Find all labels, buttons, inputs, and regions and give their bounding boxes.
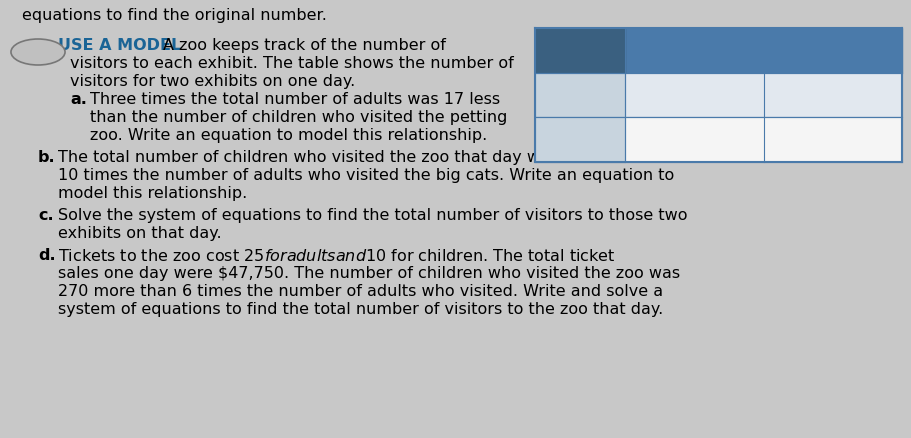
Text: than the number of children who visited the petting: than the number of children who visited … — [90, 110, 507, 125]
Text: b.: b. — [38, 150, 56, 165]
Text: Tickets to the zoo cost $25 for adults and $10 for children. The total ticket: Tickets to the zoo cost $25 for adults a… — [58, 248, 616, 264]
Text: 270 more than 6 times the number of adults who visited. Write and solve a: 270 more than 6 times the number of adul… — [58, 284, 663, 299]
Text: Petting Zoo: Petting Zoo — [783, 43, 883, 58]
Text: y: y — [828, 132, 837, 147]
Text: Three times the total number of adults was 17 less: Three times the total number of adults w… — [90, 92, 500, 107]
Text: 10 times the number of adults who visited the big cats. Write an equation to: 10 times the number of adults who visite… — [58, 168, 674, 183]
Text: model this relationship.: model this relationship. — [58, 186, 247, 201]
Text: system of equations to find the total number of visitors to the zoo that day.: system of equations to find the total nu… — [58, 302, 663, 317]
Text: Solve the system of equations to find the total number of visitors to those two: Solve the system of equations to find th… — [58, 208, 688, 223]
Text: Children: Children — [544, 132, 616, 147]
Text: x: x — [690, 88, 699, 102]
Text: equations to find the original number.: equations to find the original number. — [22, 8, 327, 23]
Text: Big Cats: Big Cats — [659, 43, 730, 58]
Text: c.: c. — [38, 208, 54, 223]
Text: a.: a. — [70, 92, 87, 107]
Text: 1024: 1024 — [675, 132, 713, 147]
Text: visitors to each exhibit. The table shows the number of: visitors to each exhibit. The table show… — [70, 56, 514, 71]
Text: d.: d. — [38, 248, 56, 263]
Text: The total number of children who visited the zoo that day was 681 less than: The total number of children who visited… — [58, 150, 671, 165]
Text: sales one day were $47,750. The number of children who visited the zoo was: sales one day were $47,750. The number o… — [58, 266, 681, 281]
Text: zoo. Write an equation to model this relationship.: zoo. Write an equation to model this rel… — [90, 128, 487, 143]
Text: Adults: Adults — [553, 88, 608, 102]
Text: 21: 21 — [824, 88, 843, 102]
Text: exhibits on that day.: exhibits on that day. — [58, 226, 221, 241]
Text: visitors for two exhibits on one day.: visitors for two exhibits on one day. — [70, 74, 355, 89]
Text: USE A MODEL: USE A MODEL — [58, 38, 181, 53]
Text: A zoo keeps track of the number of: A zoo keeps track of the number of — [163, 38, 445, 53]
Text: 24: 24 — [28, 45, 48, 60]
